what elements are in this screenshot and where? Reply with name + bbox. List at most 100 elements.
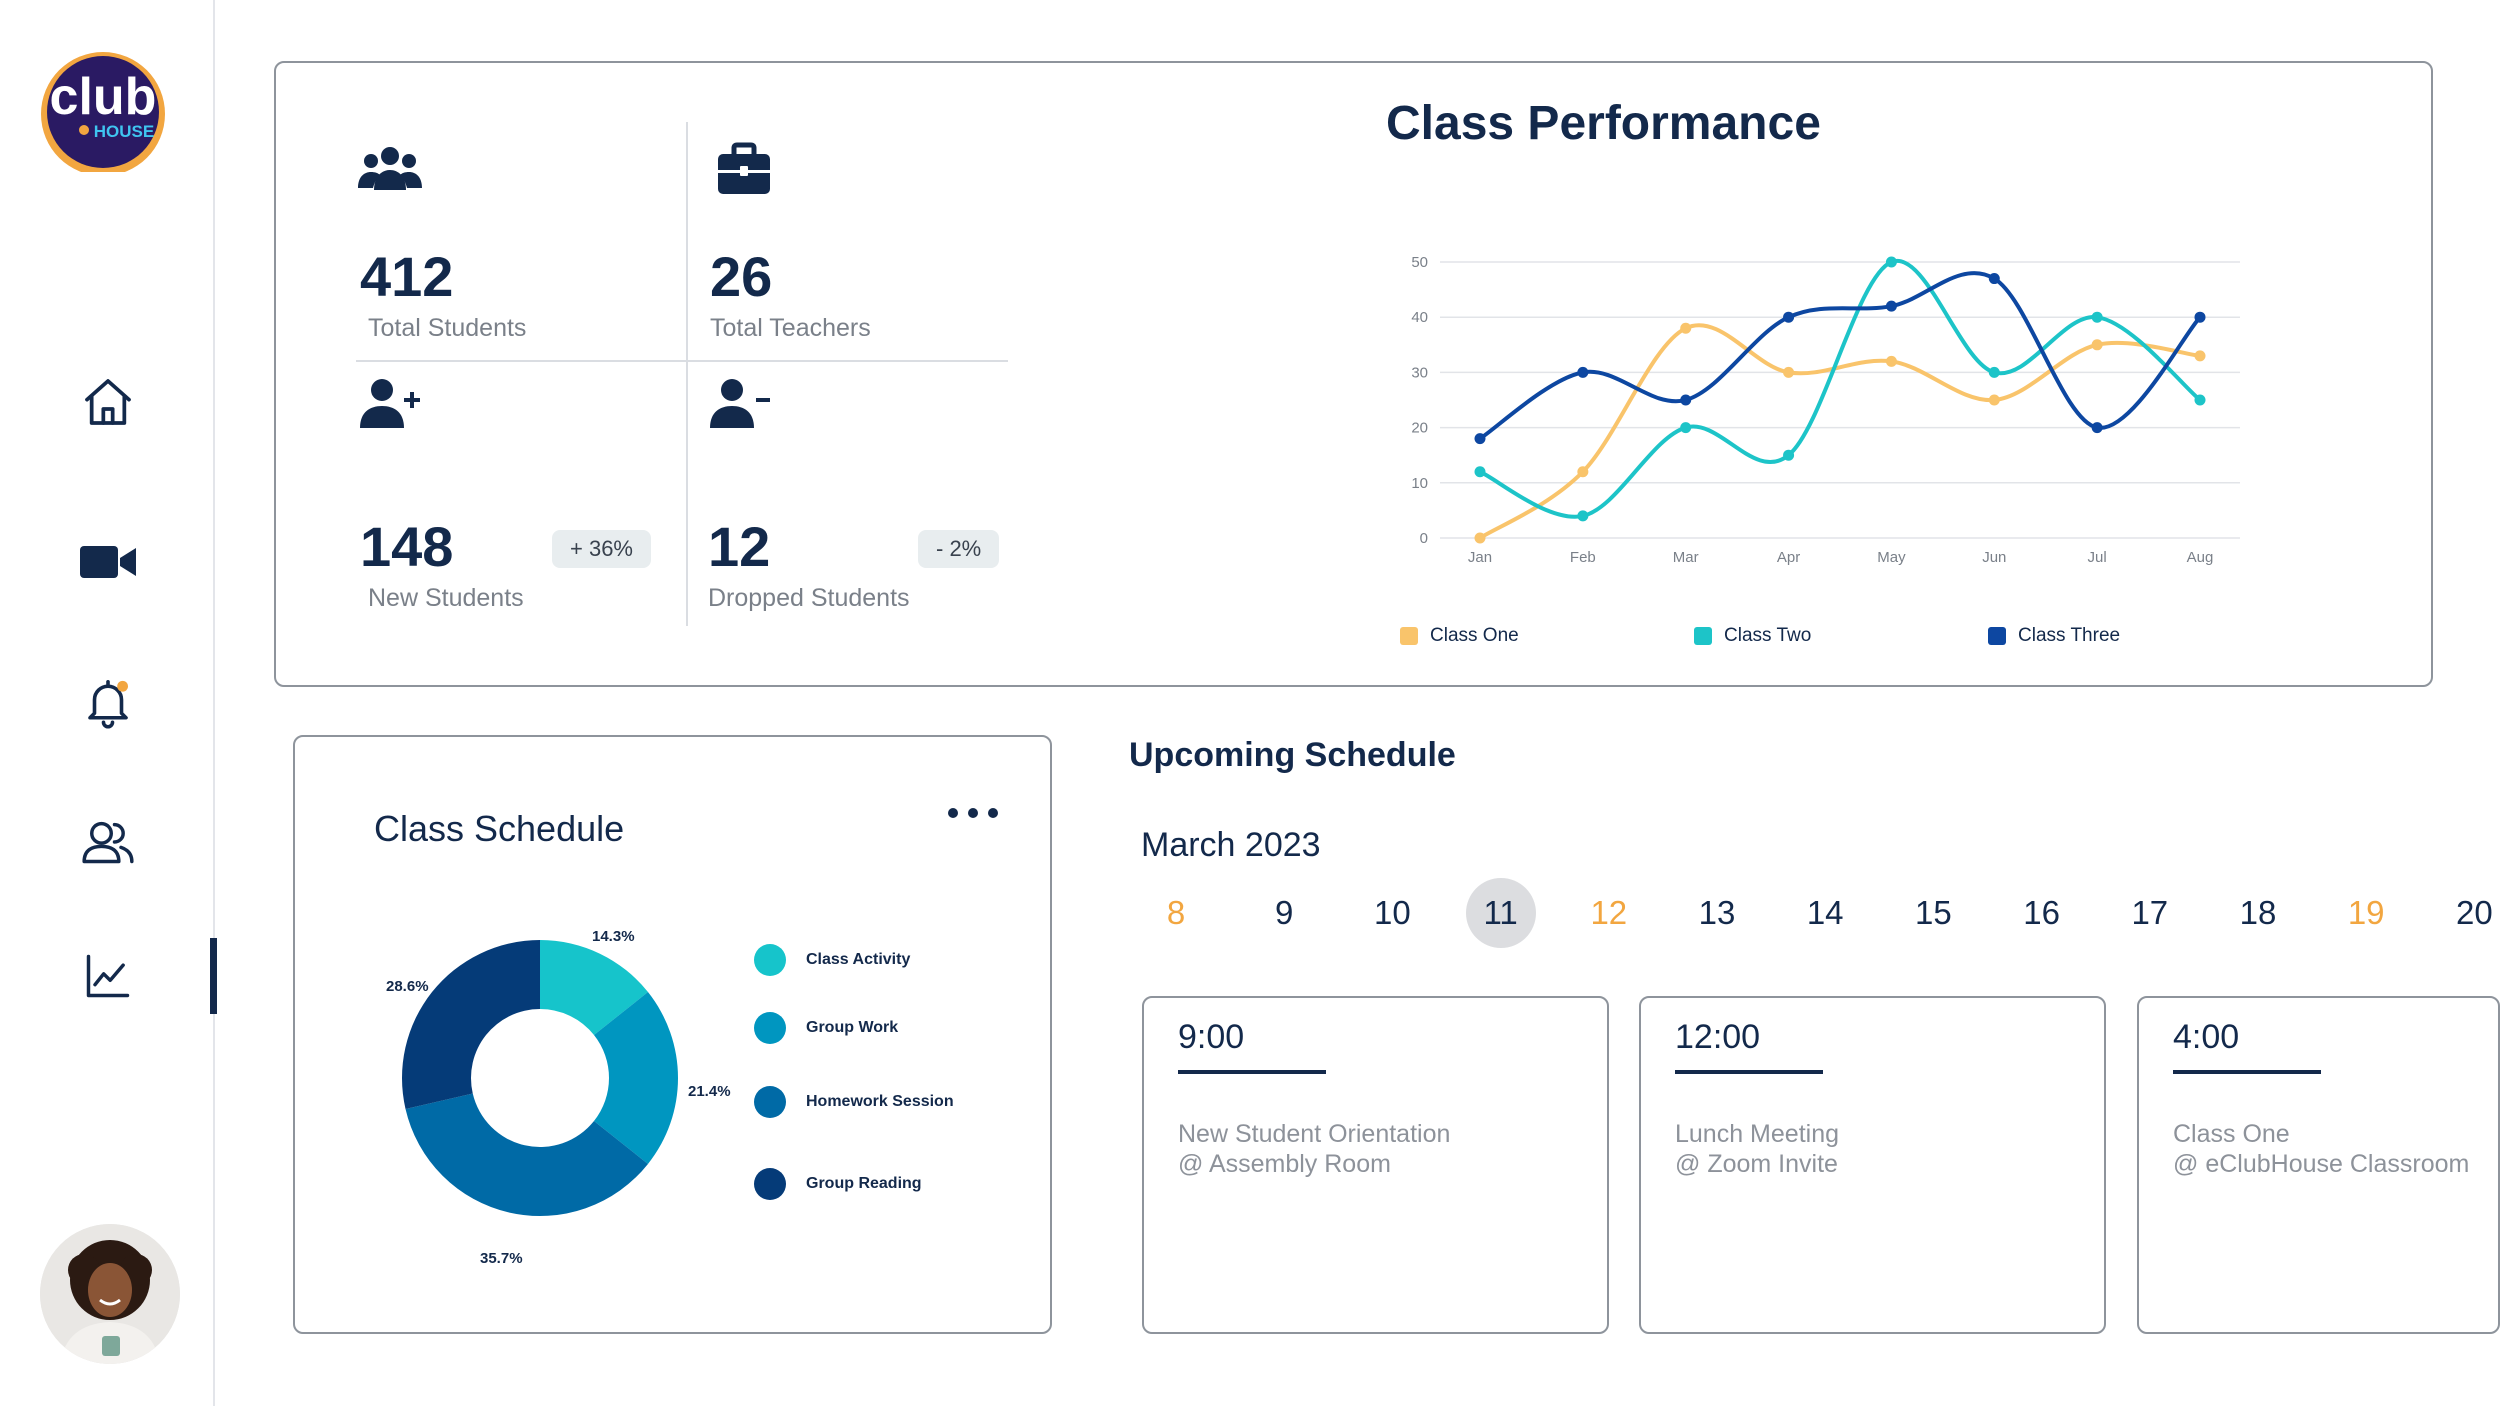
data-point bbox=[1988, 366, 2000, 378]
calendar-day[interactable]: 17 bbox=[2131, 894, 2169, 931]
nav-home[interactable] bbox=[70, 364, 146, 440]
data-point bbox=[1885, 300, 1897, 312]
calendar-day[interactable]: 14 bbox=[1806, 894, 1844, 931]
nav-notifications[interactable] bbox=[70, 664, 146, 740]
total-teachers-value: 26 bbox=[710, 245, 773, 308]
total-students-value: 412 bbox=[360, 245, 454, 308]
x-tick-label: Mar bbox=[1673, 549, 1699, 566]
class-schedule-donut-chart bbox=[402, 940, 678, 1216]
data-point bbox=[1988, 394, 2000, 406]
data-point bbox=[1783, 311, 1795, 323]
data-point bbox=[2194, 311, 2206, 323]
data-point bbox=[2091, 422, 2103, 434]
class-schedule-title: Class Schedule bbox=[374, 808, 625, 849]
data-point bbox=[1885, 256, 1897, 268]
data-point bbox=[2091, 339, 2103, 351]
nav-users[interactable] bbox=[70, 804, 146, 880]
event-time: 4:00 bbox=[2173, 1018, 2240, 1056]
data-point bbox=[2194, 350, 2206, 362]
event-card[interactable]: 12:00 Lunch Meeting @ Zoom Invite bbox=[1639, 996, 2106, 1334]
data-point bbox=[2091, 311, 2103, 323]
legend-item: Class Two bbox=[1694, 624, 1811, 648]
legend-dot bbox=[754, 1012, 786, 1044]
donut-percentage-label: 14.3% bbox=[592, 928, 635, 945]
event-title: New Student Orientation bbox=[1178, 1120, 1451, 1148]
data-point bbox=[1474, 433, 1486, 445]
stats-performance-card bbox=[274, 61, 2433, 687]
data-point bbox=[1577, 366, 1589, 378]
logo-subtext: HOUSE bbox=[94, 122, 154, 141]
data-point bbox=[1680, 394, 1692, 406]
logo-text: club bbox=[50, 68, 157, 126]
total-teachers-label: Total Teachers bbox=[710, 314, 871, 342]
calendar-day[interactable]: 18 bbox=[2239, 894, 2277, 931]
data-point bbox=[2194, 394, 2206, 406]
legend-dot bbox=[754, 1168, 786, 1200]
data-point bbox=[1577, 466, 1589, 478]
legend-label: Homework Session bbox=[806, 1093, 954, 1110]
donut-slice bbox=[402, 940, 540, 1109]
x-tick-label: May bbox=[1877, 549, 1906, 566]
event-title: Lunch Meeting bbox=[1675, 1120, 1840, 1148]
upcoming-schedule-title: Upcoming Schedule bbox=[1129, 736, 1456, 774]
legend-label: Class Three bbox=[2018, 625, 2121, 646]
user-plus-icon bbox=[360, 379, 420, 428]
event-card[interactable]: 4:00 Class One @ eClubHouse Classroom bbox=[2137, 996, 2500, 1334]
avatar[interactable] bbox=[40, 1224, 180, 1364]
nav-video[interactable] bbox=[70, 524, 146, 600]
home-icon bbox=[85, 379, 131, 425]
sidebar: club HOUSE bbox=[0, 0, 217, 1406]
nav-analytics[interactable] bbox=[70, 938, 146, 1014]
user-photo-icon bbox=[40, 1224, 180, 1364]
users-group-icon bbox=[358, 147, 422, 190]
legend-item: Class One bbox=[1400, 624, 1519, 648]
legend-label: Group Reading bbox=[806, 1175, 922, 1192]
legend-dot bbox=[754, 1086, 786, 1118]
dropped-students-delta-badge: - 2% bbox=[918, 530, 1000, 568]
data-point bbox=[1577, 510, 1589, 522]
data-point bbox=[1988, 273, 2000, 285]
event-location: @ eClubHouse Classroom bbox=[2173, 1150, 2470, 1178]
total-students-label: Total Students bbox=[368, 314, 527, 342]
donut-slice bbox=[593, 992, 678, 1164]
data-point bbox=[1474, 532, 1486, 544]
dropped-students-value: 12 bbox=[708, 515, 771, 578]
legend-label: Class One bbox=[1430, 625, 1519, 646]
calendar-day[interactable]: 9 bbox=[1275, 894, 1294, 931]
more-dot-icon bbox=[948, 808, 958, 818]
x-tick-label: Feb bbox=[1570, 549, 1596, 566]
users-icon bbox=[82, 821, 134, 864]
donut-legend-item: Homework Session bbox=[754, 1086, 954, 1118]
stats-divider-vertical bbox=[686, 122, 688, 626]
club-house-logo[interactable]: club HOUSE bbox=[26, 48, 180, 172]
class-performance-line-chart: 0 10 20 30 40 50 Jan Feb Mar Apr May Jun Jul Aug bbox=[1411, 254, 2240, 566]
event-card[interactable]: 9:00 New Student Orientation @ Assembly Ro… bbox=[1142, 996, 1609, 1334]
event-time-underline bbox=[1675, 1070, 1823, 1074]
calendar-day[interactable]: 10 bbox=[1374, 894, 1411, 931]
more-options-button[interactable] bbox=[948, 800, 998, 826]
legend-item: Class Three bbox=[1988, 624, 2120, 648]
calendar-day[interactable]: 15 bbox=[1915, 894, 1952, 931]
new-students-label: New Students bbox=[368, 584, 524, 612]
line-chart-icon bbox=[86, 954, 130, 998]
donut-legend-item: Group Reading bbox=[754, 1168, 922, 1200]
data-point bbox=[1885, 355, 1897, 367]
event-time-underline bbox=[1178, 1070, 1326, 1074]
calendar-day[interactable]: 8 bbox=[1166, 894, 1186, 931]
x-tick-label: Jul bbox=[2088, 549, 2107, 566]
calendar-day[interactable]: 13 bbox=[1698, 894, 1736, 931]
donut-percentage-label: 21.4% bbox=[688, 1083, 731, 1100]
calendar-day[interactable]: 12 bbox=[1590, 894, 1628, 931]
briefcase-icon bbox=[718, 142, 770, 194]
legend-dot bbox=[754, 944, 786, 976]
x-tick-label: Jun bbox=[1982, 549, 2006, 566]
series-line bbox=[1478, 323, 2201, 540]
calendar-day[interactable]: 20 bbox=[2456, 894, 2493, 931]
calendar-day[interactable]: 19 bbox=[2347, 894, 2385, 931]
donut-slice bbox=[540, 940, 648, 1036]
month-label: March 2023 bbox=[1141, 826, 1321, 864]
donut-percentage-label: 28.6% bbox=[386, 978, 429, 995]
calendar-day[interactable]: 11 bbox=[1465, 878, 1536, 948]
nav-active-indicator bbox=[210, 938, 217, 1014]
calendar-day[interactable]: 16 bbox=[2023, 894, 2060, 931]
